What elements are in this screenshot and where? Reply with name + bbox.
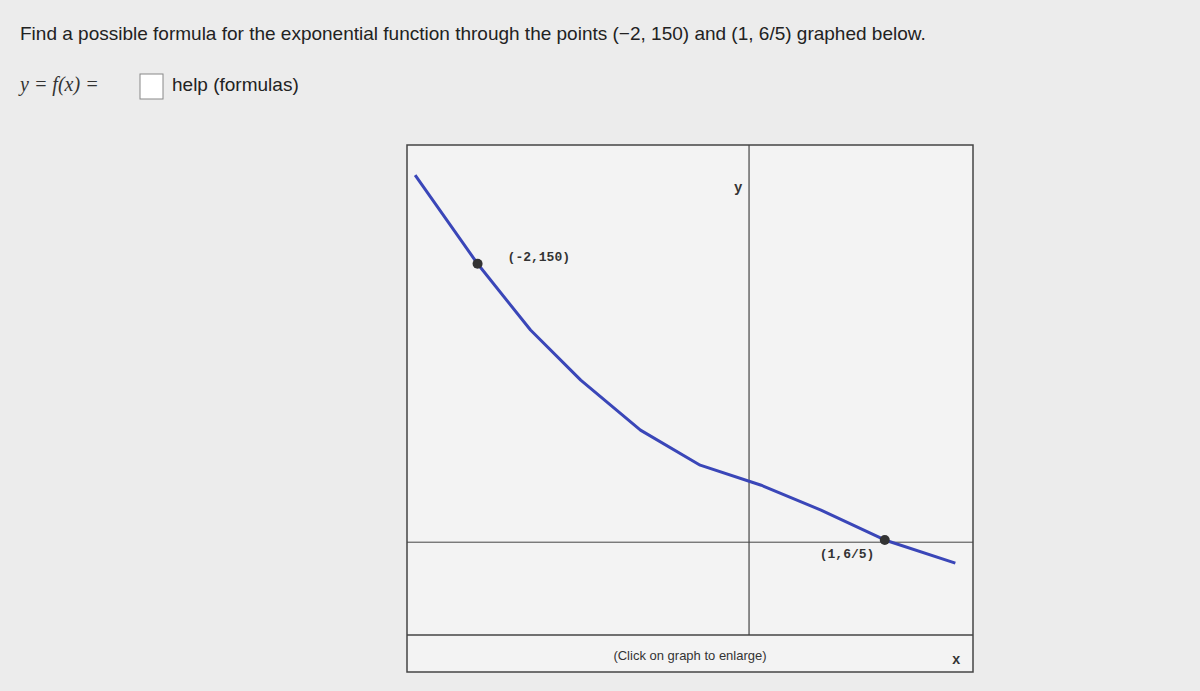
- help-link[interactable]: help (formulas): [172, 74, 299, 95]
- page: Find a possible formula for the exponent…: [0, 0, 1200, 691]
- x-axis-label: x: [952, 652, 961, 668]
- background: [0, 0, 1200, 691]
- prompt: Find a possible formula for the exponent…: [20, 23, 926, 44]
- plot-area: [407, 145, 973, 635]
- point: [473, 259, 483, 269]
- answer-label: y = f(x) =: [18, 73, 99, 96]
- graph-frame: [407, 145, 973, 672]
- y-axis: [748, 145, 749, 635]
- point: [880, 535, 890, 545]
- answer-input[interactable]: [140, 74, 163, 99]
- point-label: (-2,150): [508, 250, 570, 265]
- curve: [415, 175, 955, 563]
- y-axis-label: y: [734, 180, 743, 196]
- caption[interactable]: (Click on graph to enlarge): [613, 648, 766, 663]
- plot-frame-bottom: [407, 634, 973, 636]
- point-label: (1,6/5): [820, 547, 875, 562]
